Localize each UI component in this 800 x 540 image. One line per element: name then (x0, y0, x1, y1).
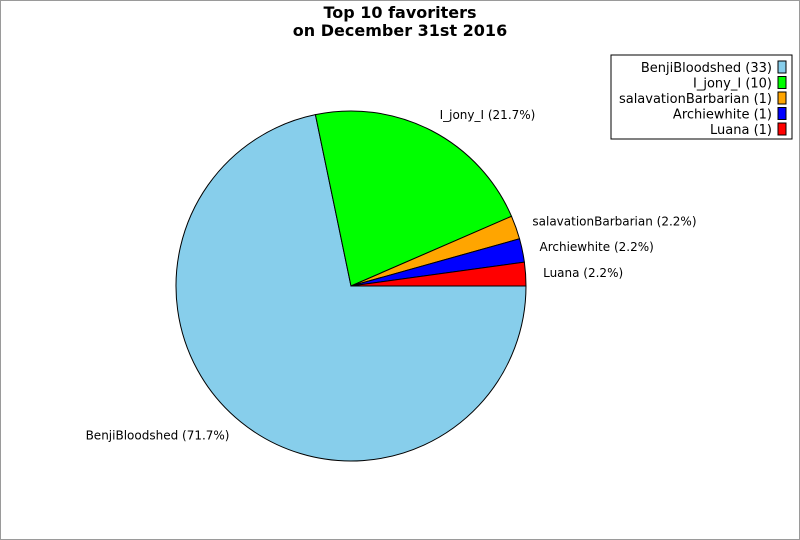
legend-label-archiewhite: Archiewhite (1) (673, 108, 772, 123)
chart-title: Top 10 favoriters (323, 3, 476, 22)
legend-label-luana: Luana (1) (710, 123, 772, 138)
slice-labels: BenjiBloodshed (71.7%) I_jony_I (21.7%) sa… (86, 108, 697, 442)
slice-label-luana: Luana (2.2%) (543, 266, 623, 280)
slice-label-benjibloodshed: BenjiBloodshed (71.7%) (86, 428, 230, 442)
pie-slice-luana (350, 261, 527, 287)
pie-slices (175, 110, 527, 462)
legend-label-salavationbarbarian: salavationBarbarian (1) (619, 92, 772, 107)
pie-slice-i-jony-i (314, 110, 513, 287)
slice-label-archiewhite: Archiewhite (2.2%) (540, 240, 654, 254)
legend-swatch-salavationbarbarian (777, 91, 787, 105)
legend-swatch-i-jony-i (777, 76, 787, 89)
slice-label-salavationbarbarian: salavationBarbarian (2.2%) (532, 215, 696, 229)
pie-slice-benjibloodshed (175, 114, 527, 462)
legend-label-i-jony-i: I_jony_I (10) (693, 77, 772, 92)
legend-box (610, 54, 793, 140)
chart-subtitle: on December 31st 2016 (293, 21, 507, 40)
slice-label-i-jony-i: I_jony_I (21.7%) (440, 108, 536, 122)
legend: BenjiBloodshed (33)I_jony_I (10)salavati… (610, 54, 793, 140)
legend-label-benjibloodshed: BenjiBloodshed (33) (641, 61, 772, 76)
legend-swatch-archiewhite (777, 107, 787, 120)
legend-swatch-luana (777, 122, 787, 136)
legend-swatch-benjibloodshed (777, 60, 787, 74)
